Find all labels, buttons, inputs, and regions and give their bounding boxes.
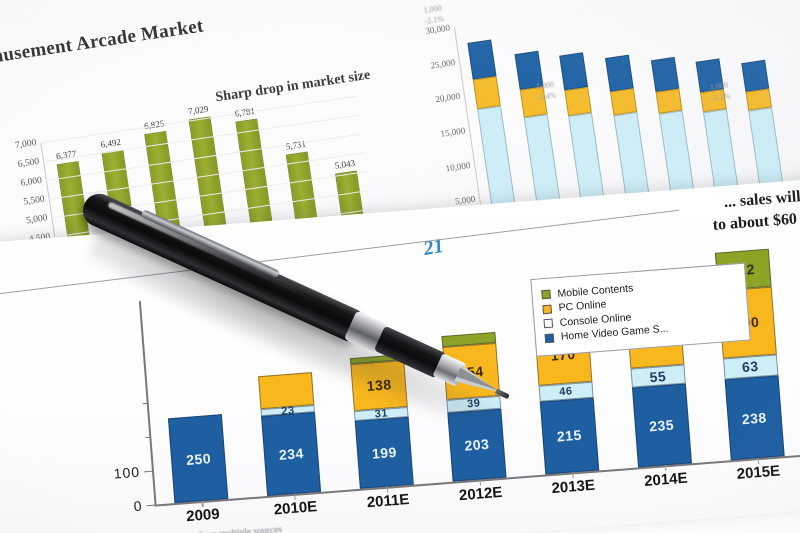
- legend-label: PC Online: [558, 298, 607, 315]
- bar-segment-medium-arcades: [564, 86, 593, 116]
- bar-segment-pc-online: [258, 372, 315, 409]
- chart-callout: 1,000 -1.1%: [709, 80, 731, 104]
- y-axis-tick-label: 5,500: [22, 194, 46, 208]
- stacked-bar: [695, 58, 740, 199]
- y-axis-tickmark: [146, 504, 155, 507]
- y-axis-tick-label: 7,000: [14, 138, 38, 152]
- stacked-bar: 250: [168, 414, 229, 504]
- bar-segment-large-arcades: [740, 59, 770, 93]
- bar-segment-large-arcades: [650, 56, 679, 93]
- y-axis-tick-label: 25,000: [429, 56, 456, 71]
- bar-segment-large-arcades: [559, 52, 589, 91]
- x-axis-tick-label: 2011E: [366, 491, 410, 512]
- x-axis-tick-label: 2014E: [643, 469, 689, 490]
- stacked-bar: [604, 54, 652, 212]
- y-axis-tick-label: 6,500: [17, 156, 40, 170]
- chart-legend: Mobile Contents PC Online Console Online Ho…: [530, 262, 751, 357]
- bar-segment-home-video-game-s: 215: [539, 397, 600, 475]
- stacked-bar: [559, 52, 608, 218]
- x-axis-tick-label: 2009: [185, 505, 221, 526]
- bar-segment-large-arcades: [604, 54, 634, 92]
- x-axis-tick-label: 2012E: [458, 483, 503, 505]
- square-swatch-icon: [542, 304, 553, 314]
- y-axis-tick-label: 20,000: [434, 91, 461, 105]
- x-axis-tick-label: 2010E: [273, 498, 318, 519]
- x-axis-tick-label: 2013E: [550, 476, 596, 498]
- bar-segment-small-arcades: [747, 106, 784, 192]
- page-title: Amusement Arcade Market: [0, 15, 205, 71]
- y-axis-tickmark: [143, 470, 153, 473]
- chart-callout: 1,000 -1.4%: [535, 79, 557, 103]
- stacked-bar: 23 234: [258, 372, 322, 496]
- bar-segment-home-video-game-s: 235: [631, 383, 692, 468]
- bar-segment-large-arcades: [467, 39, 497, 81]
- bar-segment-home-video-game-s: 250: [168, 414, 229, 504]
- x-axis-tick-label: 2015E: [736, 462, 781, 483]
- bar-segment-home-video-game-s: 238: [724, 375, 785, 461]
- stacked-bar: [740, 59, 784, 192]
- y-axis-tick-label: 5,000: [25, 213, 49, 227]
- bar-segment-medium-arcades: [473, 76, 502, 109]
- bar-value-label: 5,043: [334, 158, 356, 171]
- bar-segment-medium-arcades: [609, 87, 638, 116]
- square-swatch-icon: [544, 332, 555, 343]
- bar-value-label: 5,731: [285, 138, 307, 152]
- y-axis-tick-label: 100: [113, 463, 141, 482]
- y-axis-tick-label: 15,000: [439, 125, 466, 139]
- bar-value-label: 6,492: [100, 137, 122, 150]
- y-axis-tick-label: 0: [133, 497, 144, 515]
- bar-segment-home-video-game-s: 234: [261, 412, 322, 496]
- stacked-bar: [650, 56, 696, 205]
- square-swatch-icon: [543, 318, 554, 329]
- y-axis-tick-label: 6,000: [20, 175, 43, 189]
- bar-value-label: 7,029: [187, 103, 209, 117]
- bar-segment-home-video-game-s: 199: [354, 417, 414, 489]
- square-swatch-icon: [541, 289, 551, 300]
- chart-callout: 1,000 -2.1%: [423, 3, 445, 27]
- y-axis-tick-label: 10,000: [444, 159, 471, 174]
